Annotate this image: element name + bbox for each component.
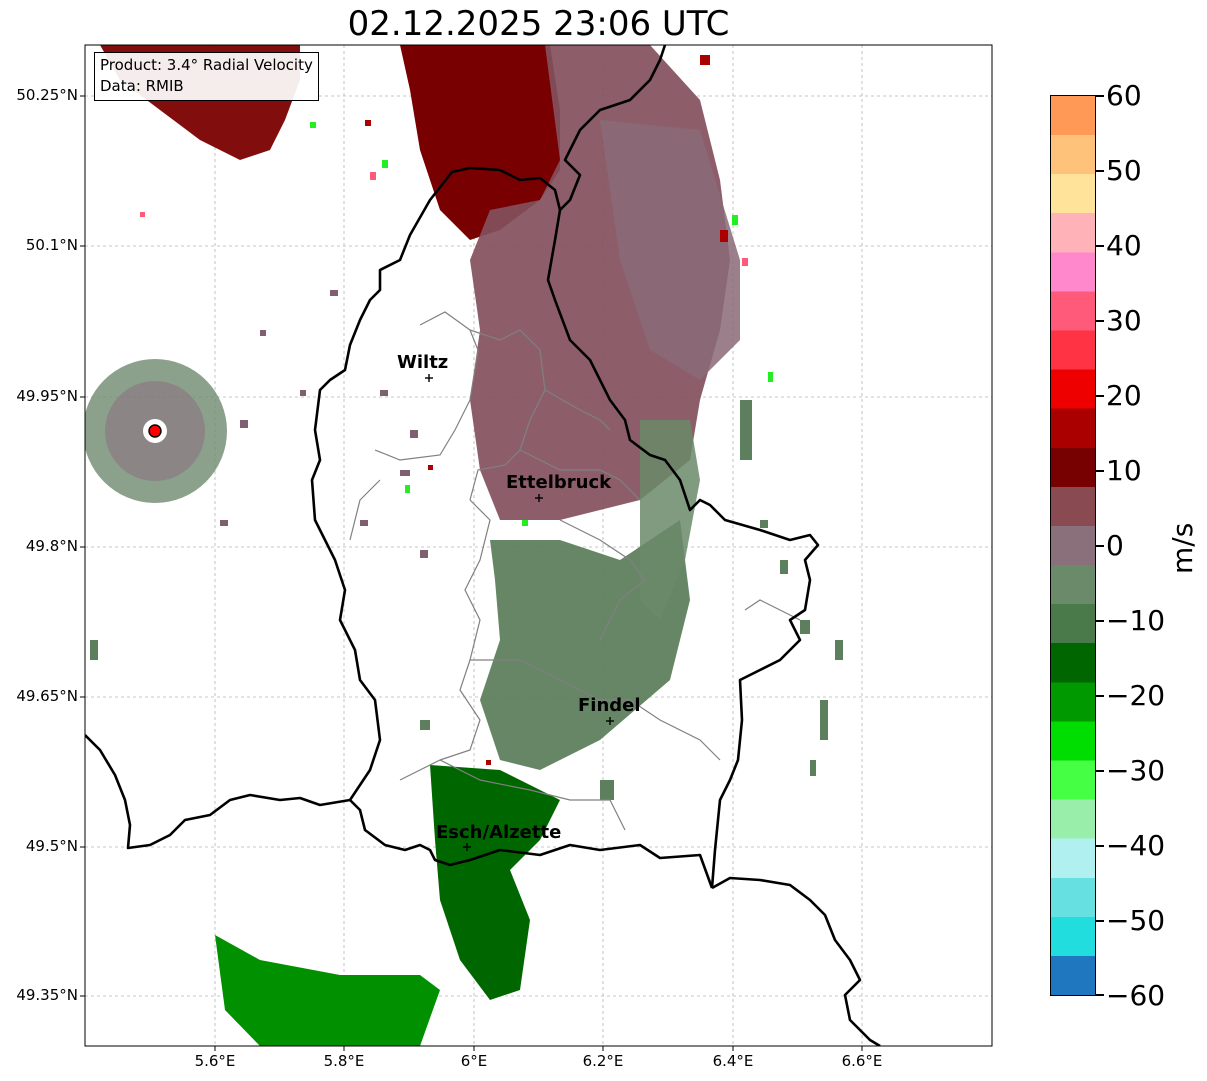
colorbar-tick-label: −50 (1106, 904, 1166, 937)
colorbar-tick-label: −10 (1106, 604, 1166, 637)
product-info-box: Product: 3.4° Radial Velocity Data: RMIB (94, 52, 319, 101)
lat-label: 49.35°N (16, 986, 78, 1004)
lon-label: 6.2°E (582, 1052, 624, 1070)
map-title: 02.12.2025 23:06 UTC (347, 4, 730, 44)
lat-label: 50.1°N (25, 236, 78, 254)
map-frame (84, 44, 993, 1047)
colorbar-tick-label: 50 (1106, 154, 1142, 187)
lon-label: 6.4°E (712, 1052, 754, 1070)
lon-label: 5.6°E (194, 1052, 236, 1070)
colorbar-tick-label: −30 (1106, 754, 1166, 787)
city-label-esch-alzette: Esch/Alzette (436, 822, 561, 843)
lon-label: 5.8°E (323, 1052, 365, 1070)
velocity-colorbar (1050, 95, 1096, 996)
radar-site-marker (148, 424, 162, 438)
colorbar-tick-label: −40 (1106, 829, 1166, 862)
colorbar-tick-label: 10 (1106, 454, 1142, 487)
lat-label: 49.8°N (25, 537, 78, 555)
city-label-ettelbruck: Ettelbruck (506, 472, 612, 493)
lat-label: 50.25°N (16, 86, 78, 104)
city-markers (425, 374, 614, 851)
lat-label: 49.95°N (16, 387, 78, 405)
colorbar-tick-label: −20 (1106, 679, 1166, 712)
echo-inbound-central (480, 520, 690, 770)
data-source-label: Data: RMIB (100, 77, 184, 95)
velocity-echoes (85, 45, 843, 1046)
country-borders (85, 45, 881, 1046)
colorbar-tick-label: 20 (1106, 379, 1142, 412)
echo-outbound-north-core (400, 45, 560, 240)
lat-label: 49.65°N (16, 687, 78, 705)
lat-label: 49.5°N (25, 837, 78, 855)
echo-inbound-south (430, 765, 560, 1000)
colorbar-tick-label: 30 (1106, 304, 1142, 337)
echo-inbound-southwest (215, 935, 440, 1046)
colorbar-tick-label: 0 (1106, 529, 1124, 562)
echo-outbound-east (600, 120, 740, 380)
canton-borders (349, 311, 801, 831)
lon-label: 6°E (460, 1052, 488, 1070)
colorbar-unit-label: m/s (1166, 522, 1199, 574)
colorbar-tick-label: 60 (1106, 79, 1142, 112)
product-label: Product: 3.4° Radial Velocity (100, 56, 313, 74)
city-label-findel: Findel (578, 695, 641, 716)
colorbar-tick-label: −60 (1106, 979, 1166, 1012)
lon-label: 6.6°E (841, 1052, 883, 1070)
colorbar-tick-label: 40 (1106, 229, 1142, 262)
city-label-wiltz: Wiltz (397, 352, 448, 373)
echo-inbound-east-strip (640, 420, 700, 620)
